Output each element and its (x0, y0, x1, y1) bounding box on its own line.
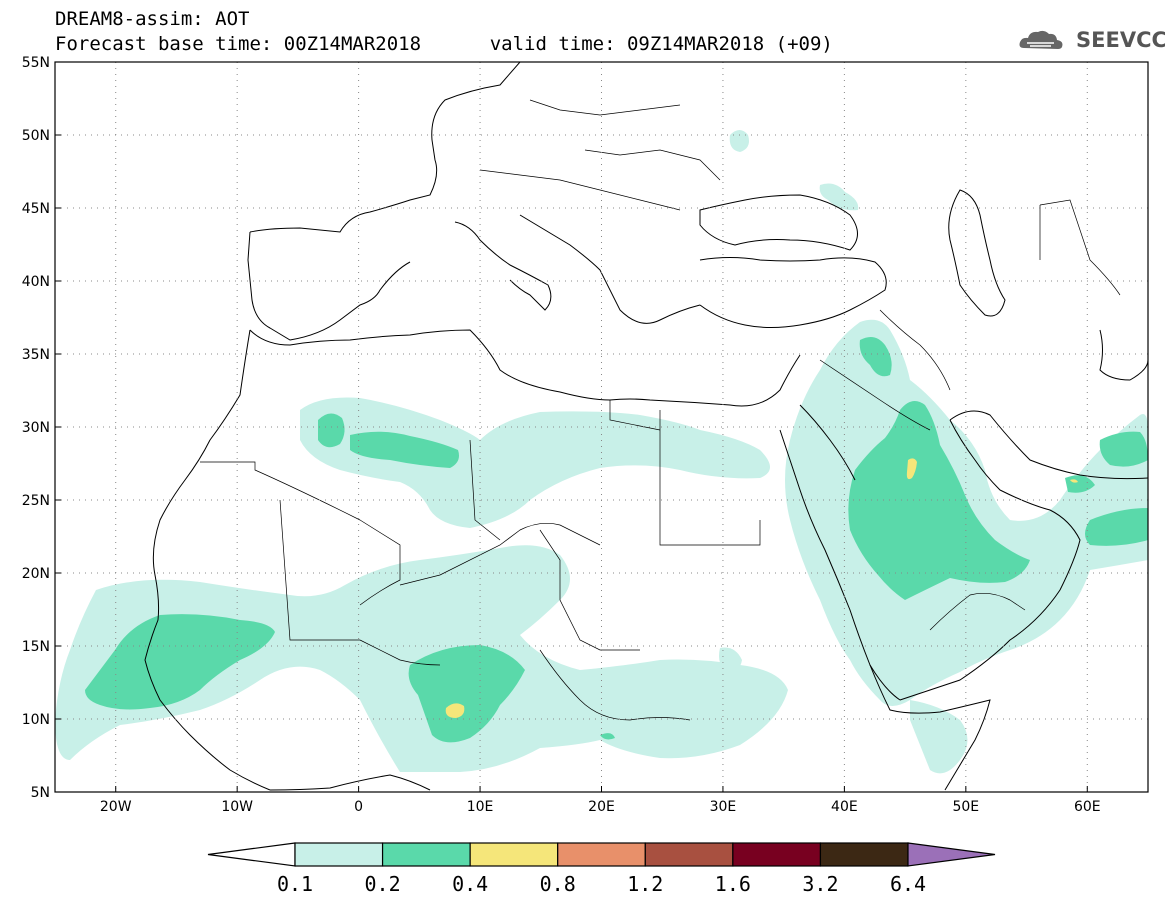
y-axis: 55N 50N 45N 40N 35N 30N 25N 20N 15N 10N 5N (22, 55, 61, 801)
graticule (55, 62, 1148, 792)
map-subtitle: Forecast base time: 00Z14MAR2018 valid t… (55, 33, 833, 55)
colorbar-box-5 (732, 842, 822, 867)
colorbar (207, 842, 996, 867)
y-tick-label-6: 25N (22, 493, 50, 509)
x-tick-label-5: 30E (710, 799, 737, 815)
valid-time: valid time: 09Z14MAR2018 (+09) (489, 33, 833, 55)
colorbar-label-1: 0.2 (364, 872, 401, 896)
colorbar-box-3 (557, 842, 646, 867)
coastlines (144, 62, 1148, 791)
y-tick-label-1: 50N (22, 128, 50, 144)
y-tick-label-8: 15N (22, 639, 50, 655)
y-tick-label-3: 40N (22, 274, 50, 290)
y-tick-label-0: 55N (22, 55, 50, 71)
colorbar-box-6 (819, 842, 909, 867)
y-tick-label-9: 10N (22, 712, 50, 728)
aot-level-0.1 (55, 130, 1148, 774)
colorbar-box-1 (381, 842, 471, 867)
colorbar-high-arrow (907, 842, 996, 867)
colorbar-box-4 (644, 842, 734, 867)
colorbar-label-5: 1.6 (714, 872, 751, 896)
y-tick-label-7: 20N (22, 566, 50, 582)
colorbar-label-3: 0.8 (539, 872, 576, 896)
x-tick-label-4: 20E (588, 799, 615, 815)
logo-text: SEEVCCC (1076, 28, 1165, 52)
colorbar-label-2: 0.4 (452, 872, 489, 896)
cloud-icon (1019, 30, 1063, 49)
y-tick-label-4: 35N (22, 347, 50, 363)
colorbar-label-7: 6.4 (889, 872, 927, 896)
x-tick-label-6: 40E (831, 799, 858, 815)
aot-fields (55, 130, 1148, 774)
x-tick-label-8: 60E (1074, 799, 1101, 815)
y-tick-label-5: 30N (22, 420, 50, 436)
x-tick-label-7: 50E (952, 799, 979, 815)
y-tick-label-10: 5N (31, 785, 50, 801)
x-tick-label-0: 20W (100, 799, 132, 815)
base-time: Forecast base time: 00Z14MAR2018 (55, 33, 422, 55)
colorbar-box-0 (294, 842, 384, 867)
colorbar-label-0: 0.1 (276, 872, 314, 896)
colorbar-box-2 (469, 842, 559, 867)
map-title: DREAM8-assim: AOT (55, 8, 250, 30)
colorbar-label-6: 3.2 (802, 872, 839, 896)
colorbar-label-4: 1.2 (627, 872, 664, 896)
colorbar-low-arrow (207, 842, 296, 867)
x-tick-label-1: 10W (221, 799, 253, 815)
aot-level-0.4 (445, 458, 1078, 718)
y-tick-label-2: 45N (22, 201, 50, 217)
x-tick-label-3: 10E (467, 799, 494, 815)
aot-level-0.2 (85, 336, 1148, 743)
country-borders (200, 99, 1121, 721)
x-tick-label-2: 0 (354, 799, 363, 815)
x-axis: 20W 10W 0 10E 20E 30E 40E 50E 60E (100, 786, 1101, 815)
